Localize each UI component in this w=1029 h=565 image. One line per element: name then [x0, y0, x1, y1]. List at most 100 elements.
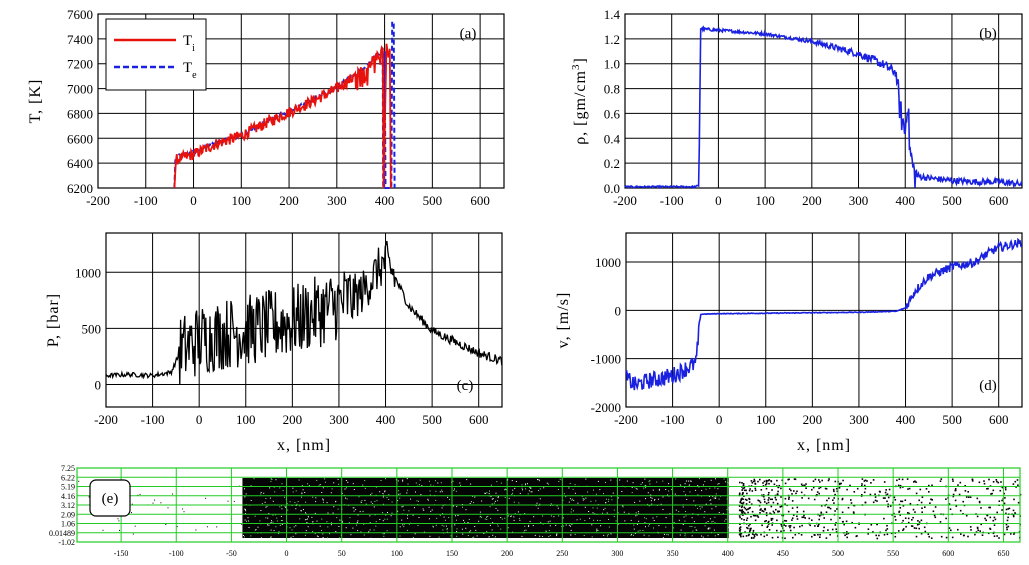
particle-point [765, 483, 768, 485]
x-tick-label: 400 [376, 412, 396, 427]
particle-speck [582, 499, 584, 501]
particle-speck [265, 506, 267, 508]
particle-point [206, 526, 208, 528]
particle-point [885, 494, 888, 496]
particle-point [1017, 484, 1019, 486]
particle-speck [699, 506, 701, 508]
particle-speck [370, 537, 372, 539]
particle-point [753, 480, 756, 482]
particle-speck [399, 535, 401, 537]
particle-point [978, 501, 981, 504]
particle-speck [608, 498, 610, 500]
particle-point [879, 491, 881, 493]
particle-point [1004, 497, 1006, 499]
particle-point [838, 483, 841, 486]
particle-point [1001, 499, 1003, 502]
particle-point [850, 499, 852, 501]
particle-speck [650, 494, 652, 496]
particle-speck [407, 483, 409, 485]
x-tick-label: 200 [803, 412, 823, 427]
panel-label: (c) [457, 378, 474, 394]
particle-point [886, 524, 888, 527]
particle-point [741, 493, 744, 496]
particle-point [869, 493, 872, 496]
particle-speck [254, 515, 256, 517]
particle-speck [504, 496, 506, 498]
particle-speck [329, 533, 330, 535]
particle-speck [653, 520, 655, 521]
particle-speck [418, 500, 419, 502]
particle-speck [441, 524, 443, 526]
particle-point [827, 529, 829, 531]
particle-speck [270, 536, 272, 538]
particle-point [834, 510, 836, 512]
x-tick-label: -100 [660, 193, 684, 208]
particle-point [794, 478, 797, 481]
particle-speck [279, 506, 281, 508]
particle-point [1008, 507, 1011, 510]
particle-speck [589, 517, 591, 519]
particle-speck [697, 507, 698, 509]
particle-speck [542, 515, 544, 517]
particle-speck [549, 535, 551, 537]
particle-point [951, 478, 954, 481]
particle-speck [347, 481, 349, 483]
particle-speck [273, 530, 275, 532]
particle-speck [363, 534, 365, 536]
particle-point [769, 512, 771, 515]
particle-speck [710, 479, 712, 481]
particle-speck [442, 505, 444, 507]
particle-point [781, 479, 784, 482]
particle-point [743, 519, 745, 521]
particle-speck [617, 512, 619, 514]
particle-speck [561, 525, 563, 527]
particle-speck [300, 510, 302, 512]
particle-point [905, 525, 907, 528]
particle-point [754, 514, 757, 517]
particle-speck [375, 521, 377, 523]
particle-speck [245, 508, 246, 510]
particle-speck [534, 534, 536, 536]
particle-speck [579, 518, 581, 520]
particle-speck [243, 535, 244, 536]
particle-point [964, 485, 966, 487]
particle-point [1010, 533, 1012, 535]
particle-speck [364, 487, 366, 489]
particle-speck [530, 491, 532, 493]
particle-speck [711, 508, 713, 510]
particle-point [739, 523, 741, 525]
x-tick-label: 600 [469, 412, 489, 427]
particle-speck [483, 533, 485, 534]
particle-point [835, 522, 837, 524]
particle-speck [527, 493, 529, 495]
particle-speck [284, 496, 286, 498]
particle-point [794, 533, 797, 536]
particle-speck [570, 511, 572, 513]
particle-point [925, 488, 928, 490]
particle-point [796, 515, 798, 518]
particle-point [742, 510, 745, 513]
particle-speck [648, 481, 650, 483]
particle-speck [245, 513, 246, 515]
particle-point [838, 482, 841, 485]
particle-point [1004, 488, 1007, 491]
particle-point [833, 502, 835, 504]
particle-speck [437, 482, 439, 484]
particle-speck [718, 512, 720, 514]
particle-speck [357, 514, 359, 516]
particle-point [984, 517, 986, 520]
particle-speck [549, 520, 551, 522]
y-tick-label: 1.2 [604, 32, 620, 47]
particle-speck [435, 499, 437, 501]
particle-point [741, 489, 743, 491]
particle-point [754, 489, 757, 491]
particle-point [796, 490, 798, 493]
particle-speck [645, 485, 647, 487]
particle-speck [565, 496, 567, 498]
plot-frame [625, 232, 1023, 408]
particle-speck [301, 493, 303, 495]
particle-speck [382, 493, 384, 494]
particle-point [872, 479, 875, 481]
particle-speck [342, 520, 343, 522]
particle-point [762, 510, 765, 513]
